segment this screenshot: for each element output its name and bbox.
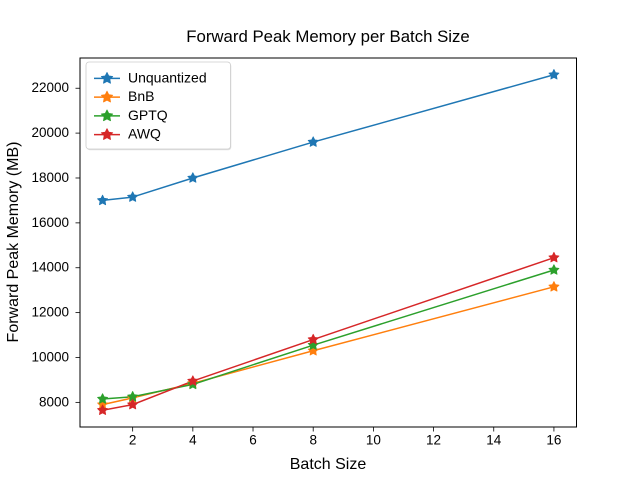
svg-text:4: 4 [189, 433, 197, 448]
svg-text:20000: 20000 [31, 125, 69, 140]
svg-text:GPTQ: GPTQ [128, 107, 168, 123]
svg-text:22000: 22000 [31, 80, 69, 95]
svg-text:Forward Peak Memory per Batch: Forward Peak Memory per Batch Size [186, 27, 470, 46]
svg-text:Batch Size: Batch Size [290, 456, 367, 473]
svg-text:12: 12 [426, 433, 441, 448]
svg-text:Forward Peak Memory (MB): Forward Peak Memory (MB) [5, 142, 22, 343]
svg-text:8: 8 [309, 433, 317, 448]
svg-text:6: 6 [249, 433, 257, 448]
svg-text:BnB: BnB [128, 88, 154, 104]
svg-text:14: 14 [486, 433, 502, 448]
svg-text:AWQ: AWQ [128, 126, 161, 142]
svg-text:16: 16 [546, 433, 561, 448]
svg-text:8000: 8000 [39, 394, 69, 409]
svg-text:16000: 16000 [31, 215, 69, 230]
svg-text:2: 2 [129, 433, 137, 448]
svg-text:12000: 12000 [31, 305, 69, 320]
svg-text:10: 10 [366, 433, 381, 448]
svg-text:Unquantized: Unquantized [128, 69, 207, 85]
svg-text:18000: 18000 [31, 170, 69, 185]
svg-text:10000: 10000 [31, 350, 69, 365]
svg-text:14000: 14000 [31, 260, 69, 275]
